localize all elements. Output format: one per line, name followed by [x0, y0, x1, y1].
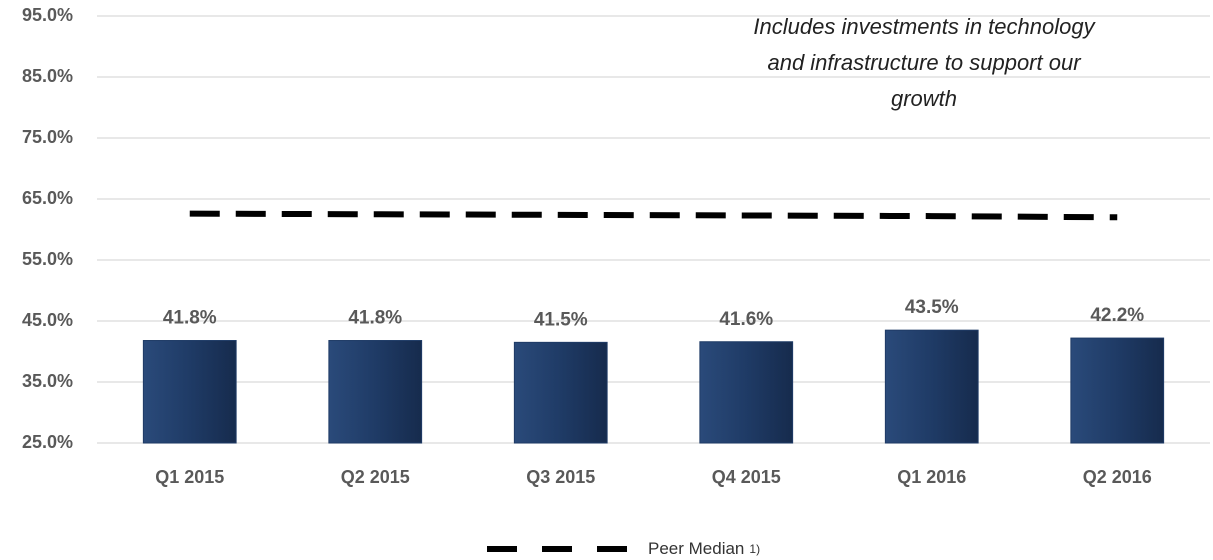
x-tick-label: Q3 2015	[526, 467, 595, 487]
bar	[1070, 337, 1165, 444]
annotation: growth	[891, 86, 957, 111]
y-tick-label: 75.0%	[22, 127, 73, 147]
value-label: 41.8%	[163, 308, 217, 329]
peer-median-line	[189, 210, 1118, 221]
x-tick-label: Q1 2016	[897, 467, 966, 487]
y-tick-label: 95.0%	[22, 5, 73, 25]
annotation: and infrastructure to support our	[767, 50, 1082, 75]
y-tick-label: 35.0%	[22, 371, 73, 391]
y-tick-label: 55.0%	[22, 249, 73, 269]
legend-label: Peer Median 1)	[648, 539, 760, 558]
legend-name: Peer Median	[648, 539, 744, 558]
bar	[328, 340, 423, 444]
x-tick-label: Q2 2015	[341, 467, 410, 487]
y-tick-label: 65.0%	[22, 188, 73, 208]
value-label: 41.5%	[534, 309, 588, 330]
value-label: 41.8%	[348, 308, 402, 329]
y-tick-label: 45.0%	[22, 310, 73, 330]
x-tick-label: Q1 2015	[155, 467, 224, 487]
value-label: 41.6%	[719, 309, 773, 330]
y-tick-label: 85.0%	[22, 66, 73, 86]
annotation: Includes investments in technology	[753, 14, 1096, 39]
x-tick-label: Q2 2016	[1083, 467, 1152, 487]
bar	[699, 341, 794, 444]
y-tick-label: 25.0%	[22, 432, 73, 452]
value-label: 42.2%	[1090, 305, 1144, 326]
x-tick-label: Q4 2015	[712, 467, 781, 487]
bar	[513, 341, 608, 444]
bar	[142, 340, 237, 444]
legend-note: 1)	[749, 542, 760, 556]
bar	[884, 329, 979, 444]
value-label: 43.5%	[905, 297, 959, 318]
